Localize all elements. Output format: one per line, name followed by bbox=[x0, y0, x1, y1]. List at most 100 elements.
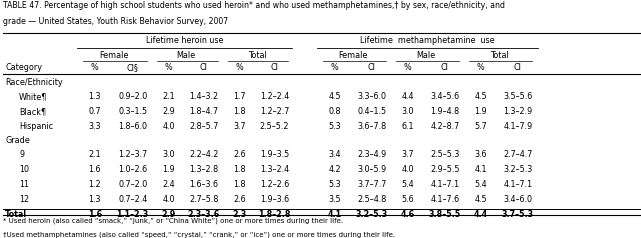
Text: 4.0: 4.0 bbox=[162, 195, 175, 204]
Text: 3.5–5.6: 3.5–5.6 bbox=[503, 92, 533, 101]
Text: 3.2–5.3: 3.2–5.3 bbox=[356, 210, 388, 219]
Text: 3.7–7.7: 3.7–7.7 bbox=[357, 180, 387, 189]
Text: 2.1: 2.1 bbox=[162, 92, 175, 101]
Text: 1.1–2.3: 1.1–2.3 bbox=[117, 210, 149, 219]
Text: 3.0: 3.0 bbox=[401, 107, 414, 116]
Text: 0.8: 0.8 bbox=[328, 107, 341, 116]
Text: 1.8: 1.8 bbox=[233, 107, 246, 116]
Text: 2.9: 2.9 bbox=[162, 107, 175, 116]
Text: 0.3–1.5: 0.3–1.5 bbox=[118, 107, 147, 116]
Text: 1.8: 1.8 bbox=[233, 165, 246, 174]
Text: 4.0: 4.0 bbox=[162, 122, 175, 131]
Text: 3.2–5.3: 3.2–5.3 bbox=[503, 165, 533, 174]
Text: TABLE 47. Percentage of high school students who used heroin* and who used metha: TABLE 47. Percentage of high school stud… bbox=[3, 1, 505, 10]
Text: 1.2–2.7: 1.2–2.7 bbox=[260, 107, 289, 116]
Text: 4.4: 4.4 bbox=[401, 92, 414, 101]
Text: 1.9–3.6: 1.9–3.6 bbox=[260, 195, 289, 204]
Text: 3.3–6.0: 3.3–6.0 bbox=[357, 92, 387, 101]
Text: 1.4–3.2: 1.4–3.2 bbox=[189, 92, 219, 101]
Text: 5.4: 5.4 bbox=[474, 180, 487, 189]
Text: CI: CI bbox=[441, 63, 449, 72]
Text: 2.5–5.3: 2.5–5.3 bbox=[430, 150, 460, 159]
Text: 4.2–8.7: 4.2–8.7 bbox=[430, 122, 460, 131]
Text: 1.6: 1.6 bbox=[88, 165, 101, 174]
Text: 2.3–4.9: 2.3–4.9 bbox=[357, 150, 387, 159]
Text: 3.6–7.8: 3.6–7.8 bbox=[357, 122, 387, 131]
Text: 3.6: 3.6 bbox=[474, 150, 487, 159]
Text: 1.8–6.0: 1.8–6.0 bbox=[118, 122, 147, 131]
Text: 3.4–5.6: 3.4–5.6 bbox=[430, 92, 460, 101]
Text: 1.6: 1.6 bbox=[88, 210, 102, 219]
Text: 2.9: 2.9 bbox=[162, 210, 176, 219]
Text: 4.6: 4.6 bbox=[401, 210, 415, 219]
Text: 2.2–4.2: 2.2–4.2 bbox=[189, 150, 219, 159]
Text: White¶: White¶ bbox=[19, 92, 47, 101]
Text: 1.9: 1.9 bbox=[162, 165, 175, 174]
Text: %: % bbox=[477, 63, 485, 72]
Text: CI: CI bbox=[200, 63, 208, 72]
Text: CI§: CI§ bbox=[127, 63, 138, 72]
Text: Race/Ethnicity: Race/Ethnicity bbox=[5, 78, 63, 87]
Text: 2.6: 2.6 bbox=[233, 195, 246, 204]
Text: 2.3–3.6: 2.3–3.6 bbox=[188, 210, 220, 219]
Text: 1.9: 1.9 bbox=[474, 107, 487, 116]
Text: 2.1: 2.1 bbox=[88, 150, 101, 159]
Text: %: % bbox=[236, 63, 244, 72]
Text: * Used heroin (also called “smack,” “junk,” or “China White”) one or more times : * Used heroin (also called “smack,” “jun… bbox=[3, 217, 344, 224]
Text: 3.3: 3.3 bbox=[88, 122, 101, 131]
Text: 3.7: 3.7 bbox=[233, 122, 246, 131]
Text: 4.5: 4.5 bbox=[474, 92, 487, 101]
Text: 3.0: 3.0 bbox=[162, 150, 175, 159]
Text: 3.5: 3.5 bbox=[328, 195, 341, 204]
Text: 6.1: 6.1 bbox=[401, 122, 414, 131]
Text: 1.3: 1.3 bbox=[88, 195, 101, 204]
Text: 4.5: 4.5 bbox=[328, 92, 341, 101]
Text: 1.9–4.8: 1.9–4.8 bbox=[430, 107, 460, 116]
Text: 1.8–4.7: 1.8–4.7 bbox=[189, 107, 219, 116]
Text: †Used methamphetamines (also called “speed,” “crystal,” “crank,” or “ice”) one o: †Used methamphetamines (also called “spe… bbox=[3, 232, 395, 238]
Text: 5.6: 5.6 bbox=[401, 195, 414, 204]
Text: 0.7–2.0: 0.7–2.0 bbox=[118, 180, 147, 189]
Text: Female: Female bbox=[338, 51, 368, 60]
Text: 4.1–7.1: 4.1–7.1 bbox=[503, 180, 533, 189]
Text: 5.7: 5.7 bbox=[474, 122, 487, 131]
Text: 4.1: 4.1 bbox=[328, 210, 342, 219]
Text: 1.2–2.6: 1.2–2.6 bbox=[260, 180, 289, 189]
Text: 4.1–7.9: 4.1–7.9 bbox=[503, 122, 533, 131]
Text: Lifetime  methamphetamine  use: Lifetime methamphetamine use bbox=[360, 36, 495, 45]
Text: 5.3: 5.3 bbox=[328, 180, 341, 189]
Text: 2.8–5.7: 2.8–5.7 bbox=[189, 122, 219, 131]
Text: 1.2–2.4: 1.2–2.4 bbox=[260, 92, 289, 101]
Text: 1.3–2.4: 1.3–2.4 bbox=[260, 165, 289, 174]
Text: 4.1–7.6: 4.1–7.6 bbox=[430, 195, 460, 204]
Text: 3.0–5.9: 3.0–5.9 bbox=[357, 165, 387, 174]
Text: 3.7–5.3: 3.7–5.3 bbox=[502, 210, 534, 219]
Text: 4.1: 4.1 bbox=[474, 165, 487, 174]
Text: 10: 10 bbox=[19, 165, 29, 174]
Text: 2.5–5.2: 2.5–5.2 bbox=[260, 122, 289, 131]
Text: 1.8–2.8: 1.8–2.8 bbox=[258, 210, 290, 219]
Text: Total: Total bbox=[5, 210, 28, 219]
Text: Grade: Grade bbox=[5, 136, 30, 145]
Text: 3.4: 3.4 bbox=[328, 150, 341, 159]
Text: 4.2: 4.2 bbox=[328, 165, 341, 174]
Text: 1.2–3.7: 1.2–3.7 bbox=[118, 150, 147, 159]
Text: Lifetime heroin use: Lifetime heroin use bbox=[146, 36, 223, 45]
Text: 2.4: 2.4 bbox=[162, 180, 175, 189]
Text: 2.9–5.5: 2.9–5.5 bbox=[430, 165, 460, 174]
Text: CI: CI bbox=[271, 63, 278, 72]
Text: 4.5: 4.5 bbox=[474, 195, 487, 204]
Text: %: % bbox=[91, 63, 99, 72]
Text: 1.3–2.9: 1.3–2.9 bbox=[503, 107, 533, 116]
Text: %: % bbox=[404, 63, 412, 72]
Text: 4.0: 4.0 bbox=[401, 165, 414, 174]
Text: %: % bbox=[165, 63, 172, 72]
Text: CI: CI bbox=[368, 63, 376, 72]
Text: Female: Female bbox=[99, 51, 128, 60]
Text: 12: 12 bbox=[19, 195, 29, 204]
Text: 2.5–4.8: 2.5–4.8 bbox=[357, 195, 387, 204]
Text: 11: 11 bbox=[19, 180, 29, 189]
Text: Total: Total bbox=[247, 51, 267, 60]
Text: Male: Male bbox=[177, 51, 196, 60]
Text: 2.6: 2.6 bbox=[233, 150, 246, 159]
